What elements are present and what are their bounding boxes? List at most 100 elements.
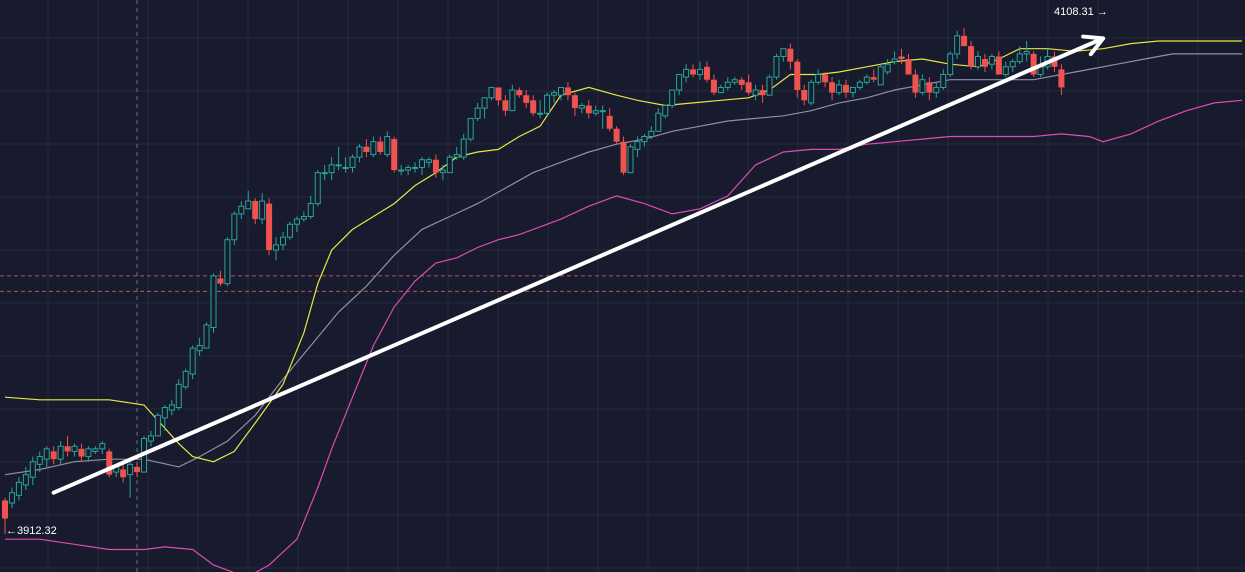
trend-arrow-line (51, 36, 1106, 495)
candle-body-down (905, 59, 912, 75)
candle-body-up (453, 154, 460, 158)
candle-body-up (175, 383, 182, 409)
low-price-value: 3912.32 (17, 525, 57, 537)
candle-body-down (981, 59, 988, 67)
candle-body-up (15, 481, 22, 496)
candle-body-up (273, 244, 280, 251)
candle-body-up (189, 347, 196, 375)
candle-body-up (370, 141, 377, 156)
candle-body-down (120, 469, 127, 478)
candle-body-up (356, 146, 363, 158)
candle-body-up (766, 76, 773, 96)
candle-body-up (836, 84, 842, 94)
candle-body-up (280, 236, 286, 246)
candle-body-down (50, 451, 57, 460)
candle-body-up (245, 200, 252, 210)
candle-body-up (808, 81, 815, 104)
candle-body-up (439, 169, 446, 174)
candle-body-up (856, 81, 863, 88)
candle-body-down (495, 87, 502, 101)
candle-body-up (717, 86, 724, 94)
candle-body-down (391, 139, 398, 171)
trend-arrow-head (1081, 34, 1106, 57)
candle-body-down (759, 90, 766, 96)
bollinger-upper-band (4, 40, 1243, 463)
candle-body-down (912, 74, 919, 93)
candle-body-up (919, 79, 926, 94)
candle-body-up (551, 92, 558, 96)
candle-body-up (446, 156, 453, 174)
candle-body-up (537, 112, 544, 115)
candle-body-up (724, 81, 731, 88)
candle-body-up (85, 448, 92, 458)
candle-body-down (2, 500, 8, 519)
candle-body-up (349, 156, 356, 168)
candle-body-up (29, 461, 36, 478)
candle-body-up (877, 66, 884, 86)
candle-body-down (564, 87, 571, 96)
candle-body-up (634, 141, 641, 150)
candle-body-down (703, 66, 710, 80)
candle-body-down (710, 79, 717, 93)
candle-body-up (259, 200, 266, 220)
candle-body-up (599, 110, 606, 113)
candle-body-up (127, 463, 134, 476)
candle-body-up (99, 443, 106, 450)
candle-body-down (738, 79, 745, 85)
candle-body-up (558, 86, 564, 96)
candle-body-down (217, 278, 224, 284)
candle-body-down (134, 466, 141, 473)
candle-body-up (196, 345, 203, 352)
candle-body-down (64, 446, 71, 452)
candle-body-down (585, 105, 592, 114)
candle-body-up (933, 86, 940, 94)
candle-body-up (342, 166, 349, 169)
candle-body-up (731, 79, 738, 83)
candle-body-down (266, 203, 273, 251)
candle-body-down (1030, 53, 1037, 75)
candle-body-up (676, 74, 683, 91)
candle-body-down (377, 141, 384, 152)
candle-body-down (620, 141, 627, 173)
candle-body-up (238, 205, 245, 215)
candle-body-down (106, 451, 113, 475)
candle-body-down (516, 90, 523, 96)
candle-body-down (432, 159, 439, 173)
left-arrow-icon: ← (6, 525, 17, 537)
candle-body-up (43, 448, 50, 460)
candle-body-down (822, 74, 829, 83)
bollinger-middle-band (4, 53, 1243, 476)
candle-body-down (523, 95, 530, 103)
candle-body-up (8, 492, 15, 504)
candle-body-up (1009, 61, 1016, 68)
candle-body-up (592, 110, 599, 114)
candle-body-down (794, 61, 801, 91)
candle-body-down (1058, 69, 1065, 88)
candle-body-down (961, 35, 968, 47)
candle-body-down (745, 82, 752, 93)
candle-body-up (509, 89, 516, 112)
candle-body-up (398, 169, 405, 172)
candle-body-up (168, 404, 175, 411)
candle-body-up (286, 223, 293, 238)
candle-body-up (669, 89, 676, 107)
candle-body-up (940, 74, 947, 88)
candle-body-up (419, 159, 425, 168)
candle-body-down (78, 448, 85, 457)
candle-body-down (502, 100, 509, 111)
candle-body-up (203, 324, 210, 349)
candle-body-up (481, 97, 488, 109)
candle-body-up (460, 138, 467, 158)
candle-body-up (641, 135, 648, 143)
bollinger-lower-band (5, 99, 1243, 572)
candle-body-up (154, 414, 161, 437)
candle-body-up (425, 159, 432, 163)
candle-body-up (815, 74, 822, 83)
candle-body-up (92, 448, 99, 452)
candle-body-up (627, 146, 634, 174)
candle-body-up (405, 166, 412, 171)
candle-body-up (947, 53, 954, 76)
candle-body-up (57, 445, 64, 460)
